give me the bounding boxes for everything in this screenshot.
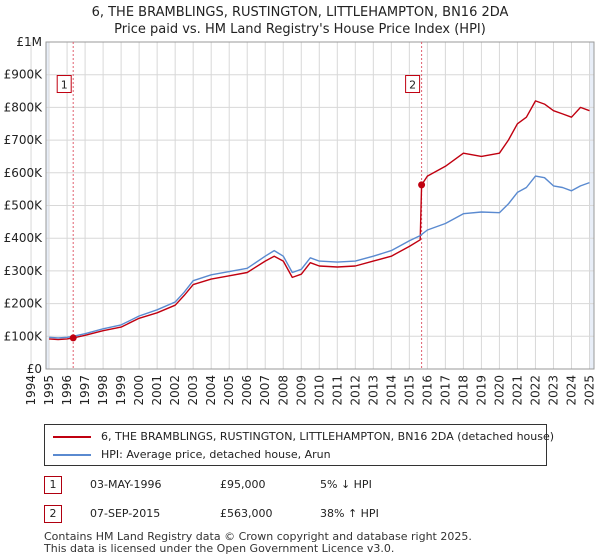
- sale-label-text: 1: [61, 79, 68, 92]
- x-tick-label: 2010: [312, 375, 326, 406]
- sale-label-box: [56, 75, 72, 94]
- legend-swatch-property: [53, 436, 91, 438]
- x-tick-label: 2009: [294, 375, 308, 406]
- footer: Contains HM Land Registry data © Crown c…: [44, 531, 472, 555]
- transaction-hpi-diff: 38% ↑ HPI: [320, 507, 379, 520]
- chart-title-block: 6, THE BRAMBLINGS, RUSTINGTON, LITTLEHAM…: [0, 4, 600, 38]
- transaction-price: £563,000: [220, 507, 273, 520]
- x-tick-label: 2007: [258, 375, 272, 406]
- x-tick-label: 2015: [402, 375, 416, 406]
- y-tick-label: £500K: [4, 199, 44, 213]
- price-chart: £0 £100K £200K £300K £400K £500K £600K £700K £80…: [4, 35, 597, 406]
- x-tick-label: 2012: [348, 375, 362, 406]
- x-tick-label: 2005: [222, 375, 236, 406]
- y-tick-label: £1M: [16, 35, 42, 49]
- x-tick-label: 2025: [582, 375, 596, 406]
- x-tick-label: 2002: [168, 375, 182, 406]
- sale-label-text: 2: [409, 79, 416, 92]
- x-tick-label: 2004: [204, 375, 218, 406]
- x-tick-label: 1995: [42, 375, 56, 406]
- y-tick-label: £0: [27, 362, 42, 376]
- x-tick-label: 2024: [564, 375, 578, 406]
- transaction-marker: 1: [44, 476, 62, 494]
- x-tick-label: 2013: [366, 375, 380, 406]
- x-tick-label: 2000: [132, 375, 146, 406]
- sale-point: [418, 181, 426, 189]
- y-tick-label: £400K: [4, 231, 44, 245]
- transaction-marker: 2: [44, 505, 62, 523]
- x-tick-label: 2019: [474, 375, 488, 406]
- x-tick-label: 1996: [60, 375, 74, 406]
- y-tick-label: £200K: [4, 297, 44, 311]
- plot-area-border: [45, 41, 595, 370]
- x-tick-label: 2003: [186, 375, 200, 406]
- legend-label-property: 6, THE BRAMBLINGS, RUSTINGTON, LITTLEHAM…: [101, 430, 555, 443]
- x-tick-label: 2014: [384, 375, 398, 406]
- y-tick-label: £800K: [4, 100, 44, 114]
- y-tick-label: £900K: [4, 68, 44, 82]
- x-tick-label: 2017: [438, 375, 452, 406]
- x-tick-label: 2001: [150, 375, 164, 406]
- hpi-line: [49, 175, 590, 339]
- y-tick-label: £600K: [4, 166, 44, 180]
- legend-label-hpi: HPI: Average price, detached house, Arun: [101, 448, 331, 461]
- x-tick-label: 1997: [78, 375, 92, 406]
- x-tick-label: 2016: [420, 375, 434, 406]
- property-price-line: [49, 100, 590, 341]
- sale-point: [69, 334, 77, 342]
- y-tick-label: £100K: [4, 329, 44, 343]
- x-tick-label: 2021: [510, 375, 524, 406]
- legend-swatch-hpi: [53, 454, 91, 456]
- x-tick-label: 1999: [114, 375, 128, 406]
- x-tick-label: 2020: [492, 375, 506, 406]
- y-tick-label: £700K: [4, 133, 44, 147]
- sale-label-box: [405, 75, 421, 94]
- footer-line-licence: This data is licensed under the Open Gov…: [44, 542, 395, 555]
- chart-subtitle: Price paid vs. HM Land Registry's House …: [114, 22, 486, 37]
- transaction-price: £95,000: [220, 478, 266, 491]
- x-tick-label: 1994: [24, 375, 38, 406]
- x-tick-label: 2022: [528, 375, 542, 406]
- x-tick-label: 1998: [96, 375, 110, 406]
- x-tick-label: 2011: [330, 375, 344, 406]
- chart-legend: 6, THE BRAMBLINGS, RUSTINGTON, LITTLEHAM…: [44, 424, 554, 466]
- x-tick-label: 2023: [546, 375, 560, 406]
- transaction-date: 03-MAY-1996: [90, 478, 162, 491]
- chart-title: 6, THE BRAMBLINGS, RUSTINGTON, LITTLEHAM…: [91, 5, 509, 20]
- footer-line-copyright: Contains HM Land Registry data © Crown c…: [44, 530, 472, 543]
- x-tick-label: 2018: [456, 375, 470, 406]
- x-tick-label: 2006: [240, 375, 254, 406]
- x-tick-label: 2008: [276, 375, 290, 406]
- transaction-date: 07-SEP-2015: [90, 507, 161, 520]
- y-tick-label: £300K: [4, 264, 44, 278]
- transaction-hpi-diff: 5% ↓ HPI: [320, 478, 372, 491]
